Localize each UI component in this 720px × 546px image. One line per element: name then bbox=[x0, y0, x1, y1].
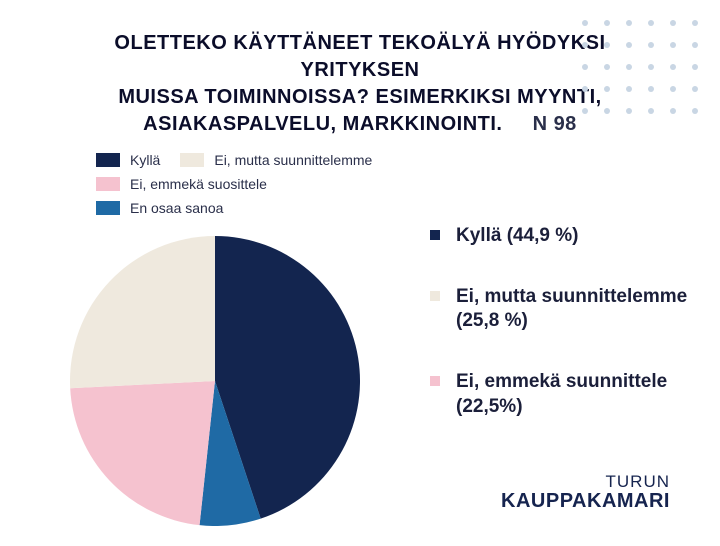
side-legend-swatch bbox=[430, 376, 440, 386]
dot bbox=[692, 64, 698, 70]
side-legend-label: Ei, emmekä suunnittele (22,5%) bbox=[456, 370, 690, 419]
legend-label: Ei, mutta suunnittelemme bbox=[214, 152, 372, 168]
dot bbox=[648, 64, 654, 70]
title-line-3: ASIAKASPALVELU, MARKKINOINTI. bbox=[143, 113, 502, 135]
dot bbox=[692, 108, 698, 114]
side-legend-item: Ei, mutta suunnittelemme (25,8 %) bbox=[430, 285, 690, 334]
side-legend-swatch bbox=[430, 230, 440, 240]
dot bbox=[692, 20, 698, 26]
logo-line-1: TURUN bbox=[501, 473, 670, 491]
dot bbox=[648, 42, 654, 48]
title-line-1: OLETTEKO KÄYTTÄNEET TEKOÄLYÄ HYÖDYKSI YR… bbox=[114, 32, 605, 81]
legend-top: Kyllä Ei, mutta suunnittelemme Ei, emmekä … bbox=[0, 146, 410, 226]
legend-label: Ei, emmekä suosittele bbox=[130, 176, 267, 192]
dot bbox=[582, 20, 588, 26]
dot bbox=[582, 42, 588, 48]
chart-title: OLETTEKO KÄYTTÄNEET TEKOÄLYÄ HYÖDYKSI YR… bbox=[60, 30, 660, 138]
dot bbox=[670, 64, 676, 70]
pie-chart bbox=[70, 236, 360, 526]
dot bbox=[648, 108, 654, 114]
dot bbox=[670, 20, 676, 26]
dot bbox=[692, 86, 698, 92]
dot bbox=[604, 42, 610, 48]
legend-item: Ei, emmekä suosittele bbox=[96, 176, 267, 192]
decorative-dot-grid bbox=[582, 20, 700, 116]
legend-swatch bbox=[96, 153, 120, 167]
pie-slice bbox=[70, 381, 215, 525]
side-legend-swatch bbox=[430, 291, 440, 301]
side-legend: Kyllä (44,9 %) Ei, mutta suunnittelemme (… bbox=[430, 224, 690, 419]
dot bbox=[604, 64, 610, 70]
dot bbox=[692, 42, 698, 48]
dot bbox=[604, 20, 610, 26]
legend-swatch bbox=[96, 201, 120, 215]
side-legend-item: Kyllä (44,9 %) bbox=[430, 224, 690, 249]
legend-item: En osaa sanoa bbox=[96, 200, 223, 216]
dot bbox=[582, 64, 588, 70]
side-legend-label: Ei, mutta suunnittelemme (25,8 %) bbox=[456, 285, 690, 334]
dot bbox=[626, 64, 632, 70]
dot bbox=[670, 108, 676, 114]
dot bbox=[626, 20, 632, 26]
legend-label: En osaa sanoa bbox=[130, 200, 223, 216]
dot bbox=[626, 108, 632, 114]
side-legend-label: Kyllä (44,9 %) bbox=[456, 224, 579, 249]
dot bbox=[670, 42, 676, 48]
dot bbox=[582, 108, 588, 114]
side-legend-item: Ei, emmekä suunnittele (22,5%) bbox=[430, 370, 690, 419]
sample-size: N 98 bbox=[533, 113, 577, 135]
legend-swatch bbox=[180, 153, 204, 167]
pie-slice bbox=[70, 236, 215, 388]
logo-line-2: KAUPPAKAMARI bbox=[501, 491, 670, 512]
legend-item: Kyllä bbox=[96, 152, 160, 168]
dot bbox=[604, 108, 610, 114]
dot bbox=[626, 86, 632, 92]
legend-item: Ei, mutta suunnittelemme bbox=[180, 152, 372, 168]
title-line-2: MUISSA TOIMINNOISSA? ESIMERKIKSI MYYNTI, bbox=[118, 86, 601, 108]
legend-label: Kyllä bbox=[130, 152, 160, 168]
dot bbox=[648, 20, 654, 26]
dot bbox=[604, 86, 610, 92]
legend-swatch bbox=[96, 177, 120, 191]
dot bbox=[582, 86, 588, 92]
dot bbox=[626, 42, 632, 48]
dot bbox=[670, 86, 676, 92]
brand-logo: TURUN KAUPPAKAMARI bbox=[501, 473, 670, 512]
dot bbox=[648, 86, 654, 92]
